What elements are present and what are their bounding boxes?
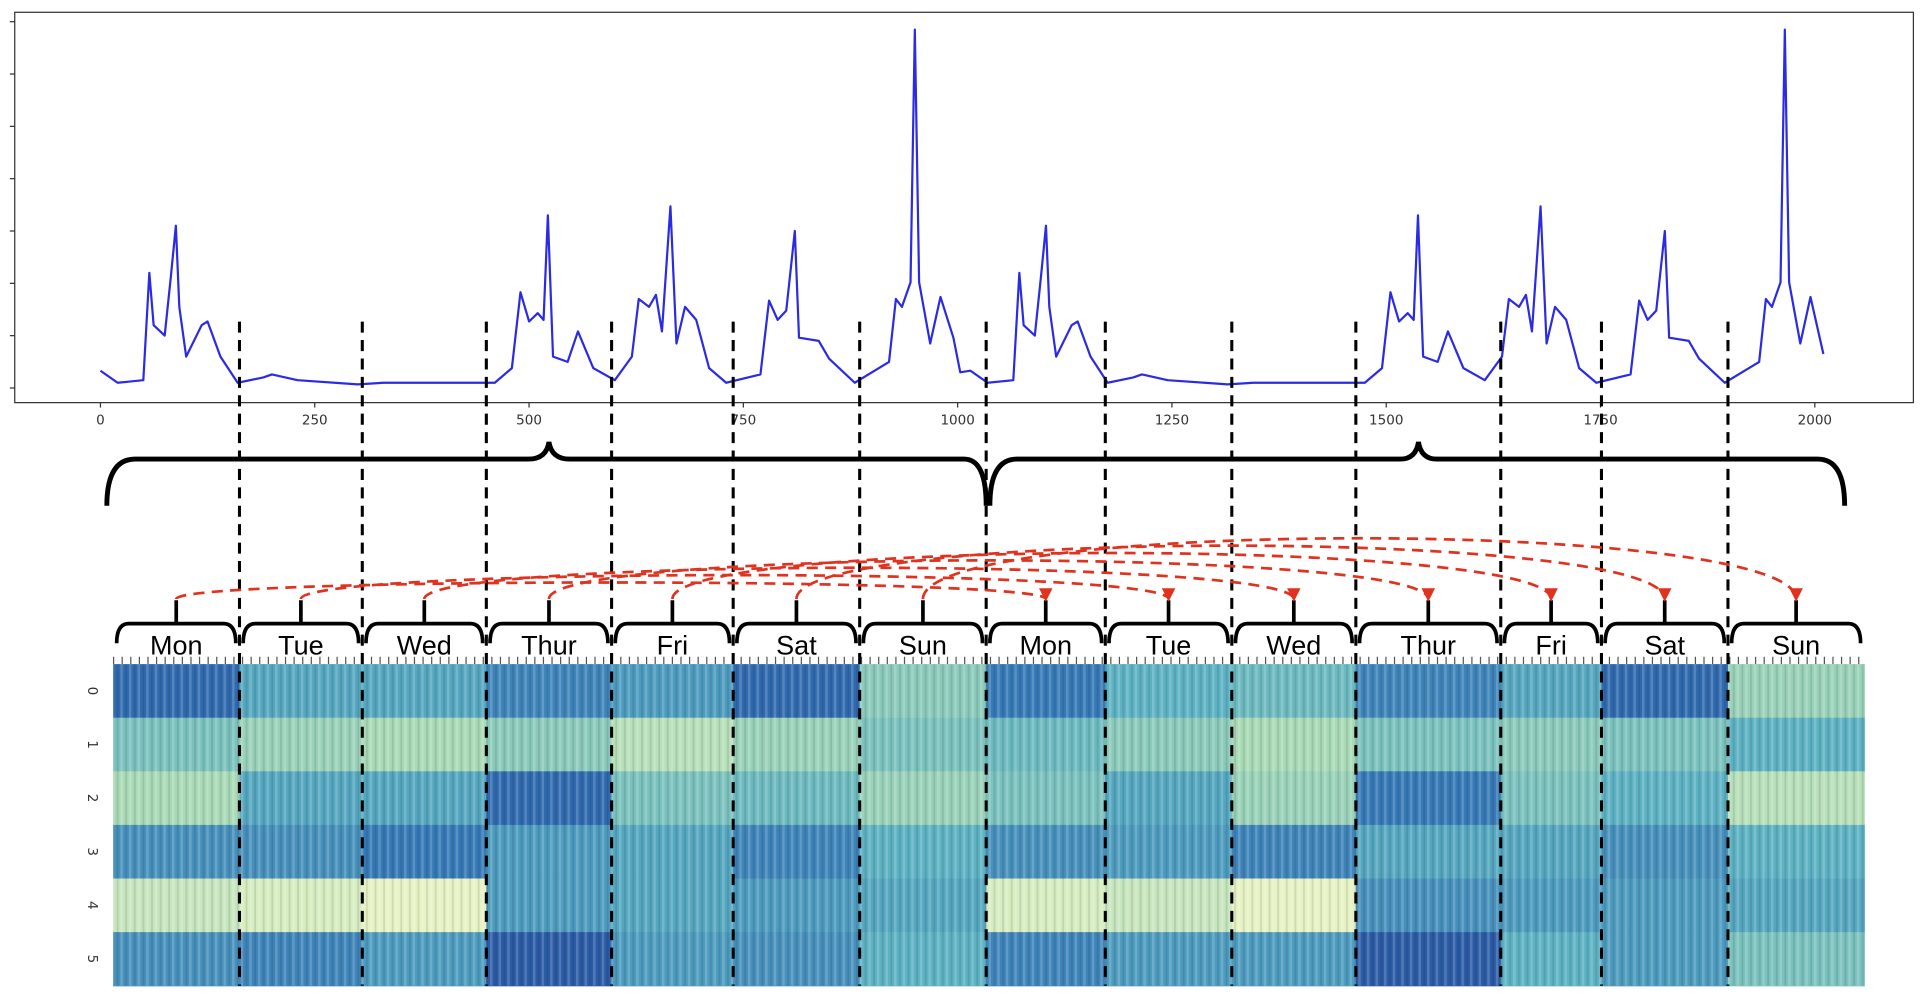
day-bracket [988, 600, 1104, 644]
day-label: Sun [899, 630, 947, 660]
x-tick-label: 750 [730, 413, 756, 429]
day-label: Thur [521, 630, 577, 660]
day-bracket [1729, 600, 1863, 644]
day-label: Fri [657, 630, 688, 660]
row-label: 5 [84, 955, 100, 964]
row-label: 1 [84, 740, 100, 749]
day-bracket [1233, 600, 1354, 644]
day-bracket [735, 600, 858, 644]
day-bracket [1502, 600, 1600, 644]
x-tick-label: 250 [302, 413, 328, 429]
day-bracket [1107, 600, 1230, 644]
day-label: Tue [1146, 630, 1192, 660]
day-label: Mon [1019, 630, 1072, 660]
periodic-arrow [921, 536, 1803, 602]
periodic-arrow [547, 559, 1435, 602]
day-bracket [488, 600, 610, 644]
plot-frame [14, 11, 1915, 404]
day-bracket [241, 600, 361, 644]
day-bracket [861, 600, 985, 644]
day-label: Wed [397, 630, 452, 660]
x-tick-label: 500 [516, 413, 542, 429]
day-label: Thur [1401, 630, 1457, 660]
periodic-arrow [671, 551, 1558, 602]
day-label: Sun [1772, 630, 1820, 660]
periodic-arrow [795, 544, 1672, 602]
week-braces [104, 441, 1848, 506]
x-tick-label: 2000 [1798, 413, 1832, 429]
day-bracket [114, 600, 238, 644]
x-tick-label: 1000 [940, 413, 974, 429]
day-bracket [1357, 600, 1499, 644]
signal-line [99, 28, 1825, 386]
day-label: Tue [278, 630, 324, 660]
row-label: 0 [84, 687, 100, 696]
row-label: 2 [84, 794, 100, 803]
day-bracket [364, 600, 485, 644]
heat-texture [112, 664, 1865, 986]
day-label: Fri [1535, 630, 1566, 660]
periodic-arrow [299, 573, 1176, 602]
day-label: Sat [1644, 630, 1685, 660]
x-tick-label: 1250 [1155, 413, 1189, 429]
day-bracket [1603, 600, 1727, 644]
x-tick-label: 0 [96, 413, 105, 429]
day-label: Wed [1266, 630, 1321, 660]
day-label: Sat [776, 630, 817, 660]
day-label: Mon [150, 630, 203, 660]
x-tick-label: 1500 [1369, 413, 1403, 429]
row-label: 3 [84, 847, 100, 856]
row-label: 4 [84, 901, 100, 910]
periodic-arrow [174, 581, 1053, 602]
day-bracket [613, 600, 732, 644]
